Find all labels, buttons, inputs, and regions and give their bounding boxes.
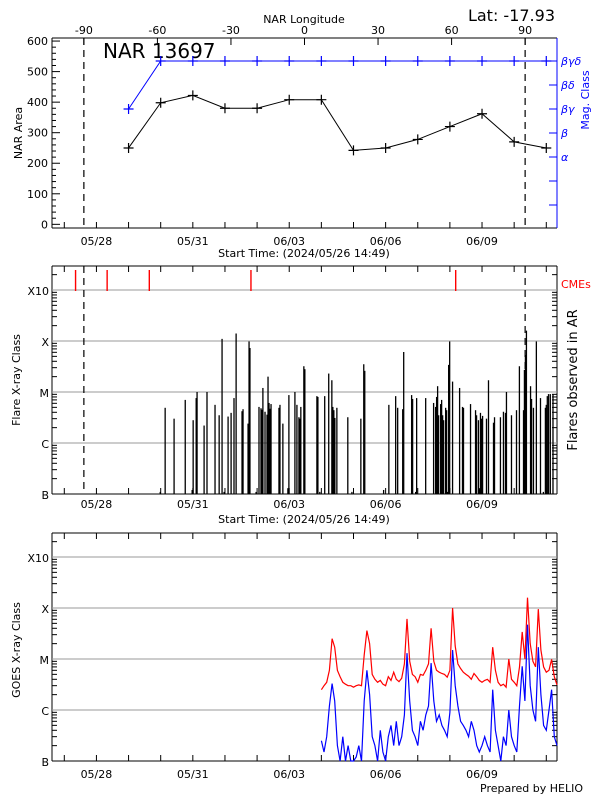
- mag-class-series-line: [128, 60, 547, 110]
- mag-class-point: [477, 56, 488, 66]
- longitude-tick-label: 30: [371, 24, 385, 37]
- longitude-tick-label: 0: [301, 24, 308, 37]
- flare-class-panel: B C M X X10 Flare X-ray Class 05/28 05/31 06/03 0…: [10, 265, 591, 526]
- area-point: [444, 121, 455, 132]
- y-tick-label: X10: [27, 285, 49, 298]
- y-tick-label: B: [41, 756, 49, 769]
- y-tick-label: 500: [27, 66, 48, 79]
- nar-area-panel: 0 100 200 300 400 500 600 -90 -60 -30 0 30 60 90 NAR L…: [12, 13, 592, 260]
- area-point: [509, 136, 520, 147]
- date-tick-label: 05/31: [177, 768, 209, 781]
- credit-label: Prepared by HELIO: [480, 782, 583, 795]
- cme-label: CMEs: [561, 278, 591, 291]
- date-tick-label: 05/31: [177, 235, 209, 248]
- y2-axis-title: Flares observed in AR: [566, 309, 581, 450]
- date-tick-label: 05/28: [81, 235, 113, 248]
- y-axis-title: GOES X-ray Class: [10, 602, 23, 698]
- mag-class-point: [348, 56, 359, 66]
- area-point: [187, 90, 198, 101]
- longitude-tick-label: -60: [148, 24, 166, 37]
- area-point: [477, 108, 488, 119]
- area-point: [219, 103, 230, 114]
- longitude-tick-label: -30: [222, 24, 240, 37]
- mag-class-label: βδ: [560, 79, 575, 92]
- date-tick-label: 06/03: [273, 768, 305, 781]
- mag-class-label: βγδ: [560, 55, 582, 68]
- y2-axis-title: Mag. Class: [579, 70, 592, 129]
- chart-title: NAR 13697: [103, 39, 216, 63]
- mag-class-point: [187, 56, 198, 66]
- mag-class-point: [380, 56, 391, 66]
- area-point: [541, 142, 552, 153]
- date-tick-label: 06/09: [466, 498, 498, 511]
- y-tick-label: C: [41, 438, 49, 451]
- date-tick-label: 06/09: [466, 768, 498, 781]
- y-tick-label: X10: [27, 552, 49, 565]
- longitude-tick-label: -90: [75, 24, 93, 37]
- date-tick-label: 05/28: [81, 498, 113, 511]
- area-point: [155, 97, 166, 108]
- y-tick-label: 200: [27, 157, 48, 170]
- y-tick-label: X: [41, 603, 49, 616]
- latitude-label: Lat: -17.93: [468, 6, 555, 25]
- date-tick-label: 06/03: [273, 498, 305, 511]
- mag-class-point: [412, 56, 423, 66]
- mag-class-point: [155, 56, 166, 66]
- area-series-line: [128, 94, 547, 151]
- y-tick-label: B: [41, 489, 49, 502]
- x-axis-title: Start Time: (2024/05/26 14:49): [218, 513, 390, 526]
- date-tick-label: 06/03: [273, 235, 305, 248]
- area-point: [252, 103, 263, 114]
- goes-long-channel-line: [320, 597, 558, 691]
- mag-class-point: [252, 56, 263, 66]
- area-point: [316, 94, 327, 105]
- mag-class-label: β: [560, 127, 568, 140]
- y-tick-label: 100: [27, 188, 48, 201]
- date-tick-label: 06/06: [370, 235, 402, 248]
- mag-class-point: [316, 56, 327, 66]
- y-tick-label: 300: [27, 127, 48, 140]
- y-axis-title: NAR Area: [12, 107, 25, 159]
- date-tick-label: 06/06: [370, 768, 402, 781]
- y-tick-label: C: [41, 705, 49, 718]
- area-point: [380, 142, 391, 153]
- area-point: [412, 134, 423, 145]
- y-tick-label: 400: [27, 96, 48, 109]
- y-tick-label: M: [40, 654, 50, 667]
- mag-class-point: [284, 56, 295, 66]
- mag-class-point: [541, 56, 552, 66]
- date-tick-label: 06/09: [466, 235, 498, 248]
- mag-class-point: [509, 56, 520, 66]
- y-tick-label: X: [41, 336, 49, 349]
- date-tick-label: 06/06: [370, 498, 402, 511]
- date-tick-label: 05/28: [81, 768, 113, 781]
- top-axis-title: NAR Longitude: [263, 13, 345, 26]
- goes-xray-panel: B C M X X10 GOES X-ray Class 05/28 05/31 06/03 06…: [10, 532, 558, 781]
- y-tick-label: 0: [41, 218, 48, 231]
- area-point: [348, 145, 359, 156]
- area-point: [284, 94, 295, 105]
- mag-class-point: [219, 56, 230, 66]
- x-axis-title: Start Time: (2024/05/26 14:49): [218, 247, 390, 260]
- y-tick-label: 600: [27, 35, 48, 48]
- y-axis-title: Flare X-ray Class: [10, 334, 23, 426]
- mag-class-point: [123, 104, 134, 114]
- mag-class-label: α: [561, 151, 569, 164]
- area-point: [123, 142, 134, 153]
- y-tick-label: M: [40, 387, 50, 400]
- mag-class-point: [444, 56, 455, 66]
- longitude-tick-label: 60: [445, 24, 459, 37]
- longitude-tick-label: 90: [518, 24, 532, 37]
- goes-short-channel-line: [320, 624, 558, 762]
- date-tick-label: 05/31: [177, 498, 209, 511]
- mag-class-label: βγ: [560, 103, 575, 116]
